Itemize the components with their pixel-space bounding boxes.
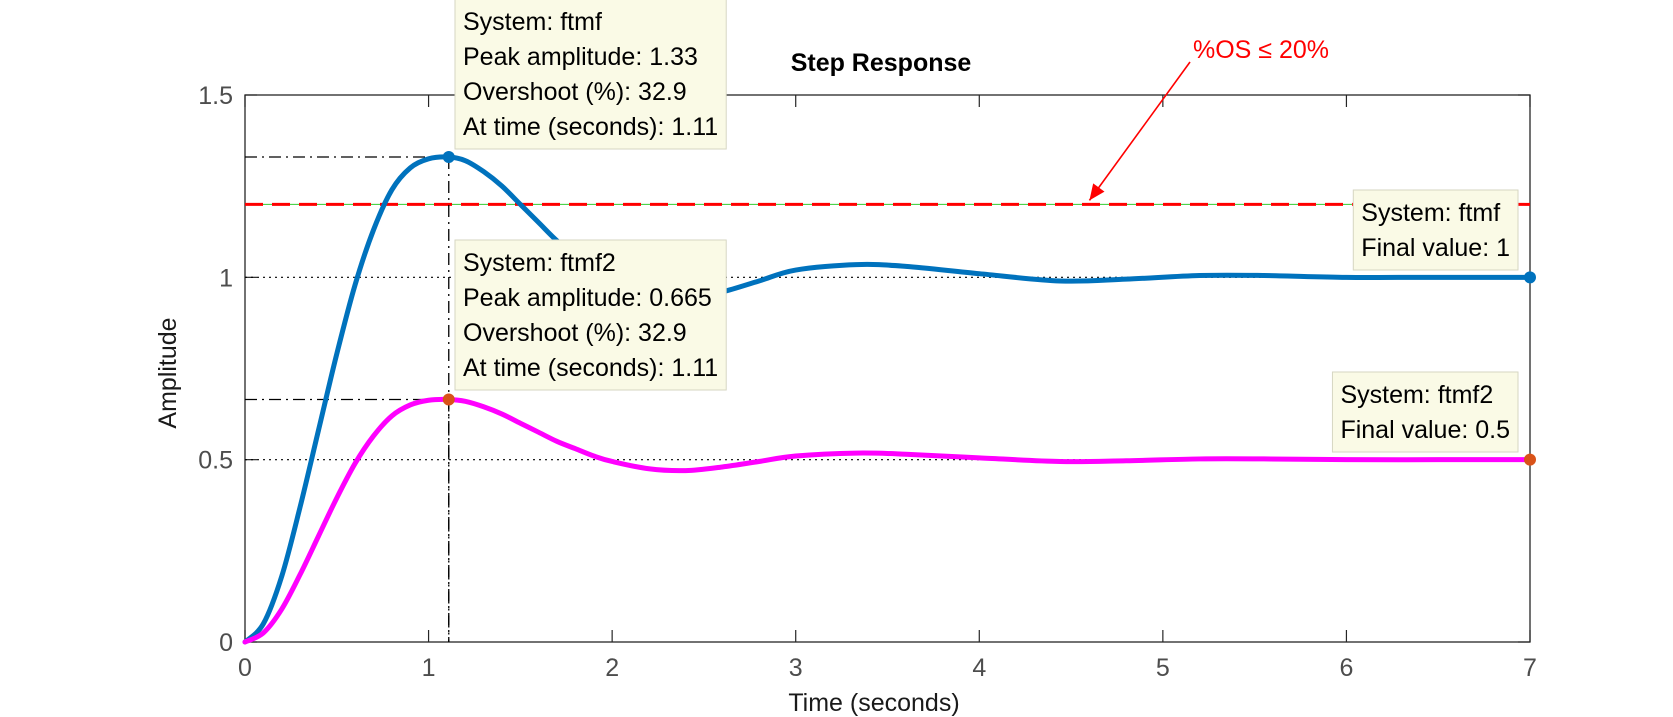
x-tick-label: 4	[972, 654, 986, 682]
datatip-text: Overshoot (%): 32.9	[463, 78, 687, 106]
datatip-text: System: ftmf2	[463, 249, 616, 277]
datatip-text: At time (seconds): 1.11	[463, 113, 718, 141]
y-tick-label: 0	[219, 629, 233, 657]
datatip-background	[454, 239, 727, 391]
x-tick-label: 0	[238, 654, 252, 682]
y-tick-label: 0.5	[198, 447, 233, 475]
y-tick-label: 1.5	[198, 82, 233, 110]
datatip-text: Final value: 1	[1361, 234, 1510, 262]
x-axis-label: Time (seconds)	[788, 689, 959, 717]
datatip-background	[1331, 371, 1519, 453]
datatip-text: System: ftmf	[463, 8, 602, 36]
datatip-box-ftmf: System: ftmf Final value: 1	[1352, 189, 1519, 271]
annotation-text: %OS ≤ 20%	[1193, 36, 1329, 64]
x-tick-label: 6	[1339, 654, 1353, 682]
y-axis-label: Amplitude	[154, 317, 182, 428]
datatip-text: System: ftmf	[1361, 199, 1500, 227]
datatips: System: ftmf Peak amplitude: 1.33 Overshoo…	[454, 0, 1519, 453]
datatip-text: System: ftmf2	[1340, 381, 1493, 409]
plot-area	[244, 94, 1531, 643]
x-tick-label: 2	[605, 654, 619, 682]
x-tick-label: 1	[422, 654, 436, 682]
datatip-box-ftmf2: System: ftmf2 Peak amplitude: 0.665 Oversh…	[454, 239, 727, 391]
annotation-arrow-head	[1089, 183, 1105, 201]
datatip-marker-ftmf	[1524, 271, 1536, 284]
datatip-text: Final value: 0.5	[1340, 416, 1510, 444]
x-tick-label: 7	[1523, 654, 1537, 682]
datatip-marker-ftmf2	[1524, 453, 1536, 466]
datatip-box-ftmf: System: ftmf Peak amplitude: 1.33 Overshoo…	[454, 0, 727, 150]
datatip-markers	[442, 150, 1536, 466]
datatip-text: Peak amplitude: 0.665	[463, 284, 712, 312]
datatip-text: At time (seconds): 1.11	[463, 354, 718, 382]
datatip-text: Peak amplitude: 1.33	[463, 43, 698, 71]
x-tick-label: 3	[789, 654, 803, 682]
datatip-background	[454, 0, 727, 150]
x-tick-label: 5	[1156, 654, 1170, 682]
chart-title: Step Response	[791, 49, 972, 77]
y-tick-label: 1	[219, 264, 233, 292]
datatip-marker-ftmf2	[442, 393, 455, 406]
datatip-box-ftmf2: System: ftmf2 Final value: 0.5	[1331, 371, 1519, 453]
annotation-arrow-shaft	[1088, 61, 1191, 201]
datatip-background	[1352, 189, 1519, 271]
series-line-ftmf2	[242, 396, 1533, 645]
datatip-text: Overshoot (%): 32.9	[463, 319, 687, 347]
annotation: %OS ≤ 20%	[1088, 36, 1329, 201]
datatip-marker-ftmf	[442, 150, 455, 163]
